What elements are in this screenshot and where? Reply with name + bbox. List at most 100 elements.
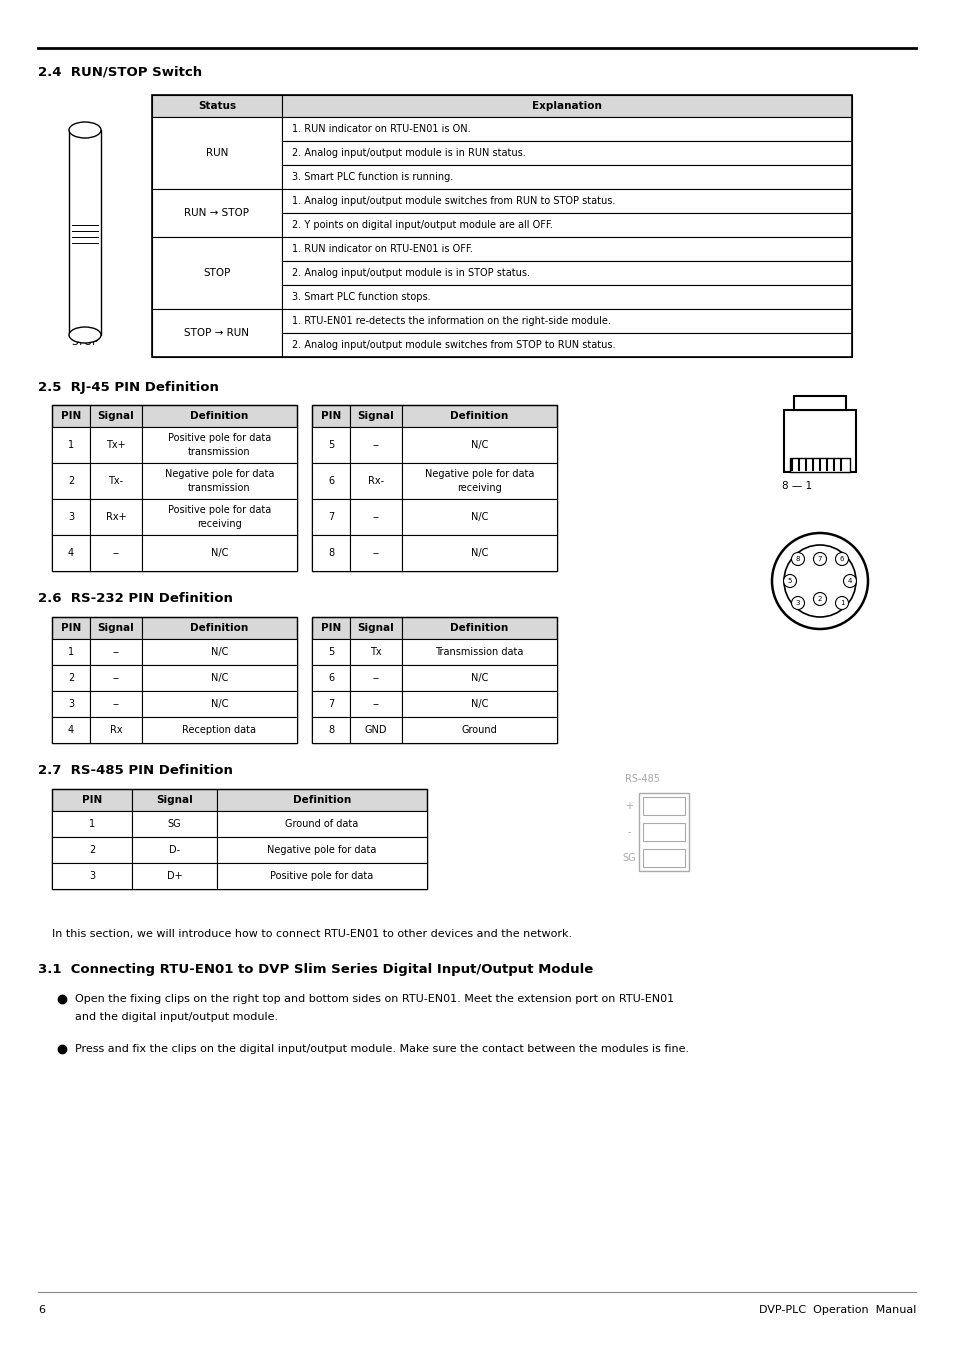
Circle shape [842,575,856,587]
Text: Open the fixing clips on the right top and bottom sides on RTU-EN01. Meet the ex: Open the fixing clips on the right top a… [75,994,674,1004]
Text: --: -- [372,548,379,558]
Text: Rx+: Rx+ [106,512,126,522]
Text: 2: 2 [817,595,821,602]
Text: PIN: PIN [320,622,341,633]
Text: Ground of data: Ground of data [285,819,358,829]
Bar [152,117,282,189]
Text: N/C: N/C [471,699,488,709]
Bar [90,666,142,691]
Text: Definition: Definition [191,622,249,633]
Text: D-: D- [169,845,180,855]
Bar [783,410,855,472]
Text: Definition: Definition [450,622,508,633]
Bar [90,405,142,427]
Text: 2.4  RUN/STOP Switch: 2.4 RUN/STOP Switch [38,66,202,78]
Text: 4: 4 [68,548,74,558]
Text: 1. RUN indicator on RTU-EN01 is ON.: 1. RUN indicator on RTU-EN01 is ON. [292,124,470,134]
Bar [142,666,296,691]
Text: 4: 4 [847,578,851,585]
Bar [401,500,557,535]
Bar [152,309,282,356]
Text: transmission: transmission [188,483,251,493]
Bar [90,639,142,666]
Text: Negative pole for data: Negative pole for data [424,468,534,479]
Bar [350,463,401,500]
Bar [90,691,142,717]
Text: In this section, we will introduce how to connect RTU-EN01 to other devices and : In this section, we will introduce how t… [52,929,572,940]
Text: RUN → STOP: RUN → STOP [184,208,250,217]
Circle shape [783,545,855,617]
Text: 2: 2 [68,477,74,486]
Bar [216,811,427,837]
Bar [401,535,557,571]
Text: 2. Analog input/output module is in RUN status.: 2. Analog input/output module is in RUN … [292,148,525,158]
Text: Signal: Signal [156,795,193,805]
Text: 4: 4 [68,725,74,734]
Bar [152,95,851,356]
Text: 1: 1 [839,599,843,606]
Text: PIN: PIN [61,410,81,421]
Text: Positive pole for data: Positive pole for data [168,433,271,443]
Circle shape [813,593,825,606]
Bar [350,405,401,427]
Text: Tx-: Tx- [109,477,124,486]
Circle shape [782,575,796,587]
Bar [401,717,557,742]
Bar [642,824,684,841]
Text: Rx-: Rx- [368,477,384,486]
Bar [142,463,296,500]
Circle shape [791,552,803,566]
Bar [142,405,296,427]
Text: Positive pole for data: Positive pole for data [168,505,271,514]
Text: RS-485: RS-485 [624,774,659,784]
Text: --: -- [372,512,379,522]
Circle shape [813,552,825,566]
Text: Definition: Definition [191,410,249,421]
Bar [90,617,142,639]
Text: 7: 7 [328,512,334,522]
Bar [90,427,142,463]
Text: 2. Y points on digital input/output module are all OFF.: 2. Y points on digital input/output modu… [292,220,553,230]
Text: Signal: Signal [357,622,394,633]
Text: --: -- [372,674,379,683]
Text: Signal: Signal [97,622,134,633]
Bar [282,95,851,117]
Bar [350,666,401,691]
Circle shape [835,597,847,609]
Ellipse shape [69,327,101,343]
Text: 2: 2 [660,828,666,837]
Bar [216,863,427,890]
Text: Ground: Ground [461,725,497,734]
Bar [282,189,851,213]
Bar [312,639,350,666]
Bar [52,463,90,500]
Text: N/C: N/C [211,674,228,683]
Bar [142,535,296,571]
Bar [52,666,90,691]
Text: 8 — 1: 8 — 1 [781,481,811,491]
Text: 1. RTU-EN01 re-detects the information on the right-side module.: 1. RTU-EN01 re-detects the information o… [292,316,610,325]
Bar [52,535,90,571]
Bar [401,405,557,427]
Bar [350,639,401,666]
Bar [52,639,90,666]
Text: --: -- [112,699,119,709]
Text: Definition: Definition [293,795,351,805]
Bar [90,717,142,742]
Text: 5: 5 [328,440,334,450]
Text: --: -- [112,674,119,683]
Text: 1: 1 [660,853,666,863]
Text: 5: 5 [328,647,334,657]
Text: Tx: Tx [370,647,381,657]
Text: 2. Analog input/output module switches from STOP to RUN status.: 2. Analog input/output module switches f… [292,340,615,350]
Bar [282,333,851,356]
Bar [401,691,557,717]
Text: receiving: receiving [197,518,242,529]
Circle shape [791,597,803,609]
Text: +: + [624,801,633,811]
Bar [282,213,851,238]
Text: N/C: N/C [211,548,228,558]
Text: 6: 6 [839,556,843,562]
Text: Status: Status [197,101,235,111]
Text: 7: 7 [817,556,821,562]
